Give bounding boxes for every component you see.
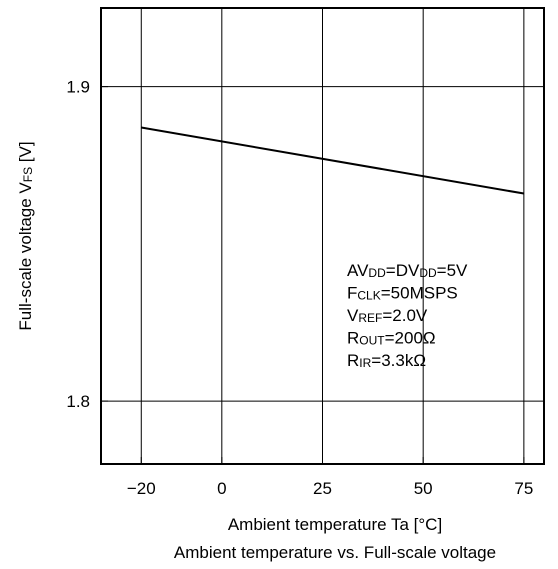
y-tick-label: 1.8 bbox=[66, 392, 90, 411]
grid-lines bbox=[101, 8, 544, 464]
annotation-line: AVDD=DVDD=5V bbox=[347, 261, 468, 280]
annotation-line: RIR=3.3kΩ bbox=[347, 351, 426, 370]
series-line bbox=[141, 126, 525, 195]
chart-title: Ambient temperature vs. Full-scale volta… bbox=[174, 543, 496, 562]
condition-annotation: AVDD=DVDD=5V FCLK=50MSPS VREF=2.0V ROUT=200… bbox=[347, 261, 468, 370]
annotation-line: VREF=2.0V bbox=[347, 306, 428, 325]
x-tick-label: −20 bbox=[127, 479, 156, 498]
y-axis-title: Full-scale voltage VFS [V] bbox=[16, 141, 35, 330]
x-tick-label: 75 bbox=[514, 479, 533, 498]
y-tick-labels: 1.8 1.9 bbox=[66, 78, 90, 411]
x-axis-title: Ambient temperature Ta [°C] bbox=[228, 515, 442, 534]
x-tick-labels: −20 0 25 50 75 bbox=[127, 479, 533, 498]
data-series bbox=[141, 126, 525, 195]
y-axis-title-sub: FS bbox=[21, 167, 35, 182]
tick-marks bbox=[101, 86, 525, 464]
y-axis-title-main: Full-scale voltage V bbox=[16, 182, 35, 331]
x-tick-label: 50 bbox=[414, 479, 433, 498]
x-tick-label: 0 bbox=[217, 479, 226, 498]
annotation-line: ROUT=200Ω bbox=[347, 329, 436, 348]
annotation-line: FCLK=50MSPS bbox=[347, 284, 458, 303]
y-tick-label: 1.9 bbox=[66, 78, 90, 97]
x-tick-label: 25 bbox=[313, 479, 332, 498]
y-axis-title-unit: [V] bbox=[16, 141, 35, 167]
